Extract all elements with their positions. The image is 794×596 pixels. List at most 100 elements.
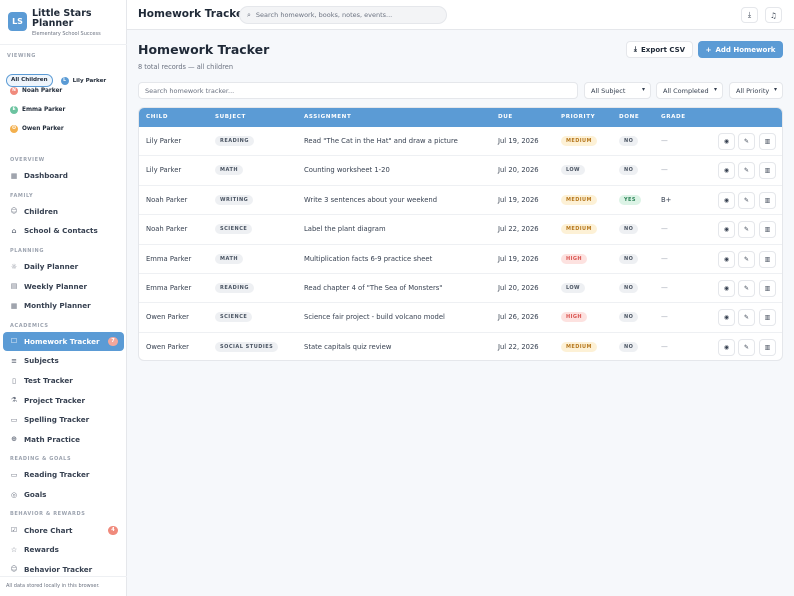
done-badge[interactable]: NO <box>619 165 639 176</box>
completed-filter-select[interactable]: All Completed ▾ <box>656 82 723 99</box>
delete-button[interactable]: ▥ <box>759 162 776 180</box>
select-value: All Completed <box>663 86 709 95</box>
done-badge[interactable]: NO <box>619 253 639 264</box>
done-badge[interactable]: NO <box>619 283 639 293</box>
view-button[interactable]: ◉ <box>718 191 735 209</box>
sidebar-item-behavior-tracker[interactable]: ☺ Behavior Tracker <box>3 560 124 580</box>
table-row[interactable]: Noah Parker WRITING Write 3 sentences abou… <box>139 186 782 216</box>
sidebar-item-test-tracker[interactable]: ▯ Test Tracker <box>3 371 124 391</box>
priority-filter-select[interactable]: All Priority ▾ <box>729 82 783 99</box>
sidebar-item-math-practice[interactable]: ⊕ Math Practice <box>3 430 124 450</box>
view-button[interactable]: ◉ <box>718 309 735 327</box>
cell-grade: — <box>661 313 668 322</box>
table-row[interactable]: Lily Parker READING Read "The Cat in the H… <box>139 127 782 157</box>
view-button[interactable]: ◉ <box>718 221 735 239</box>
view-button[interactable]: ◉ <box>718 250 735 268</box>
column-header-assignment[interactable]: ASSIGNMENT <box>304 114 352 120</box>
child-icon: ☺ <box>10 207 18 216</box>
delete-button[interactable]: ▥ <box>759 221 776 239</box>
edit-button[interactable]: ✎ <box>738 162 755 180</box>
global-search[interactable]: ⌕ <box>239 6 447 24</box>
done-badge[interactable]: NO <box>619 312 639 323</box>
sidebar-item-children[interactable]: ☺ Children <box>3 202 124 222</box>
delete-button[interactable]: ▥ <box>759 250 776 268</box>
view-button[interactable]: ◉ <box>718 338 735 356</box>
column-header-subject[interactable]: SUBJECT <box>215 114 246 120</box>
table-row[interactable]: Lily Parker MATH Counting worksheet 1-20 Ju… <box>139 156 782 186</box>
select-value: All Subject <box>591 86 626 95</box>
sidebar-item-rewards[interactable]: ☆ Rewards <box>3 540 124 560</box>
edit-button[interactable]: ✎ <box>738 338 755 356</box>
cell-assignment: Read chapter 4 of "The Sea of Monsters" <box>304 284 443 292</box>
chip-all-children[interactable]: All Children <box>6 73 53 87</box>
table-search-input[interactable] <box>138 82 578 99</box>
sidebar-item-homework-tracker[interactable]: ☐ Homework Tracker 7 <box>3 331 124 352</box>
subject-badge: READING <box>215 136 254 146</box>
column-header-priority[interactable]: PRIORITY <box>561 114 596 120</box>
sidebar-item-chore-chart[interactable]: ☑ Chore Chart 4 <box>3 520 124 540</box>
delete-button[interactable]: ▥ <box>759 309 776 327</box>
sidebar-item-spelling-tracker[interactable]: ▭ Spelling Tracker <box>3 410 124 430</box>
export-csv-button[interactable]: ⤓ Export CSV <box>626 41 693 58</box>
flask-icon: ⚗ <box>10 396 18 405</box>
table-row[interactable]: Emma Parker READING Read chapter 4 of "The… <box>139 274 782 304</box>
delete-button[interactable]: ▥ <box>759 133 776 150</box>
chip-child[interactable]: O Owen Parker <box>6 122 65 135</box>
done-badge[interactable]: NO <box>619 136 639 146</box>
chevron-down-icon: ▾ <box>773 86 777 93</box>
edit-button[interactable]: ✎ <box>738 250 755 268</box>
edit-button[interactable]: ✎ <box>738 309 755 327</box>
global-search-input[interactable] <box>255 11 436 19</box>
cell-grade: — <box>661 225 668 234</box>
table-row[interactable]: Emma Parker MATH Multiplication facts 6-9 … <box>139 245 782 274</box>
chip-child[interactable]: N Noah Parker <box>6 84 65 97</box>
sidebar-item-reading-tracker[interactable]: ▭ Reading Tracker <box>3 465 124 485</box>
chip-child[interactable]: E Emma Parker <box>6 103 65 116</box>
view-button[interactable]: ◉ <box>718 162 735 180</box>
subject-filter-select[interactable]: All Subject ▾ <box>584 82 651 99</box>
done-badge[interactable]: NO <box>619 341 639 352</box>
download-button[interactable]: ⤓ <box>741 7 758 23</box>
notifications-button[interactable]: ♫ <box>765 7 782 23</box>
delete-button[interactable]: ▥ <box>759 280 776 297</box>
clipboard-icon: ☐ <box>10 337 18 346</box>
search-icon: ⌕ <box>247 10 251 19</box>
view-button[interactable]: ◉ <box>718 280 735 297</box>
column-header-due[interactable]: DUE <box>498 114 513 120</box>
column-header-grade[interactable]: GRADE <box>661 114 686 120</box>
table-row[interactable]: Noah Parker SCIENCE Label the plant diagra… <box>139 215 782 245</box>
column-header-done[interactable]: DONE <box>619 114 640 120</box>
edit-button[interactable]: ✎ <box>738 191 755 209</box>
pencil-icon: ✎ <box>743 138 750 145</box>
table-header: CHILD SUBJECT ASSIGNMENT DUE PRIORITY DO… <box>139 108 782 127</box>
sidebar-item-daily-planner[interactable]: ☼ Daily Planner <box>3 257 124 277</box>
view-button[interactable]: ◉ <box>718 133 735 150</box>
delete-button[interactable]: ▥ <box>759 338 776 356</box>
brand[interactable]: LS Little Stars Planner Elementary Schoo… <box>8 9 102 37</box>
sidebar-item-project-tracker[interactable]: ⚗ Project Tracker <box>3 390 124 410</box>
sidebar-item-weekly-planner[interactable]: ▤ Weekly Planner <box>3 276 124 296</box>
done-badge[interactable]: YES <box>619 194 641 205</box>
edit-button[interactable]: ✎ <box>738 221 755 239</box>
sidebar-item-monthly-planner[interactable]: ▦ Monthly Planner <box>3 296 124 316</box>
cell-grade: B+ <box>661 195 672 204</box>
sidebar-item-goals[interactable]: ◎ Goals <box>3 485 124 505</box>
delete-button[interactable]: ▥ <box>759 191 776 209</box>
chevron-down-icon: ▾ <box>713 86 717 93</box>
column-header-child[interactable]: CHILD <box>146 114 169 120</box>
nav-section-label: ACADEMICS <box>10 322 49 329</box>
table-row[interactable]: Owen Parker SCIENCE Science fair project -… <box>139 303 782 333</box>
nav-section-label: PLANNING <box>10 247 45 254</box>
table-row[interactable]: Owen Parker SOCIAL STUDIES State capitals … <box>139 333 782 360</box>
sidebar-item-school-contacts[interactable]: ⌂ School & Contacts <box>3 221 124 241</box>
sidebar-item-subjects[interactable]: ≡ Subjects <box>3 351 124 371</box>
cell-assignment: Read "The Cat in the Hat" and draw a pic… <box>304 137 458 145</box>
sidebar-item-dashboard[interactable]: ▦ Dashboard <box>3 166 124 186</box>
edit-button[interactable]: ✎ <box>738 280 755 297</box>
chip-child[interactable]: L Lily Parker <box>57 74 111 87</box>
homework-table: CHILD SUBJECT ASSIGNMENT DUE PRIORITY DO… <box>138 107 783 361</box>
done-badge[interactable]: NO <box>619 224 639 235</box>
edit-button[interactable]: ✎ <box>738 133 755 150</box>
cell-grade: — <box>661 254 668 263</box>
add-homework-button[interactable]: + Add Homework <box>698 41 783 58</box>
